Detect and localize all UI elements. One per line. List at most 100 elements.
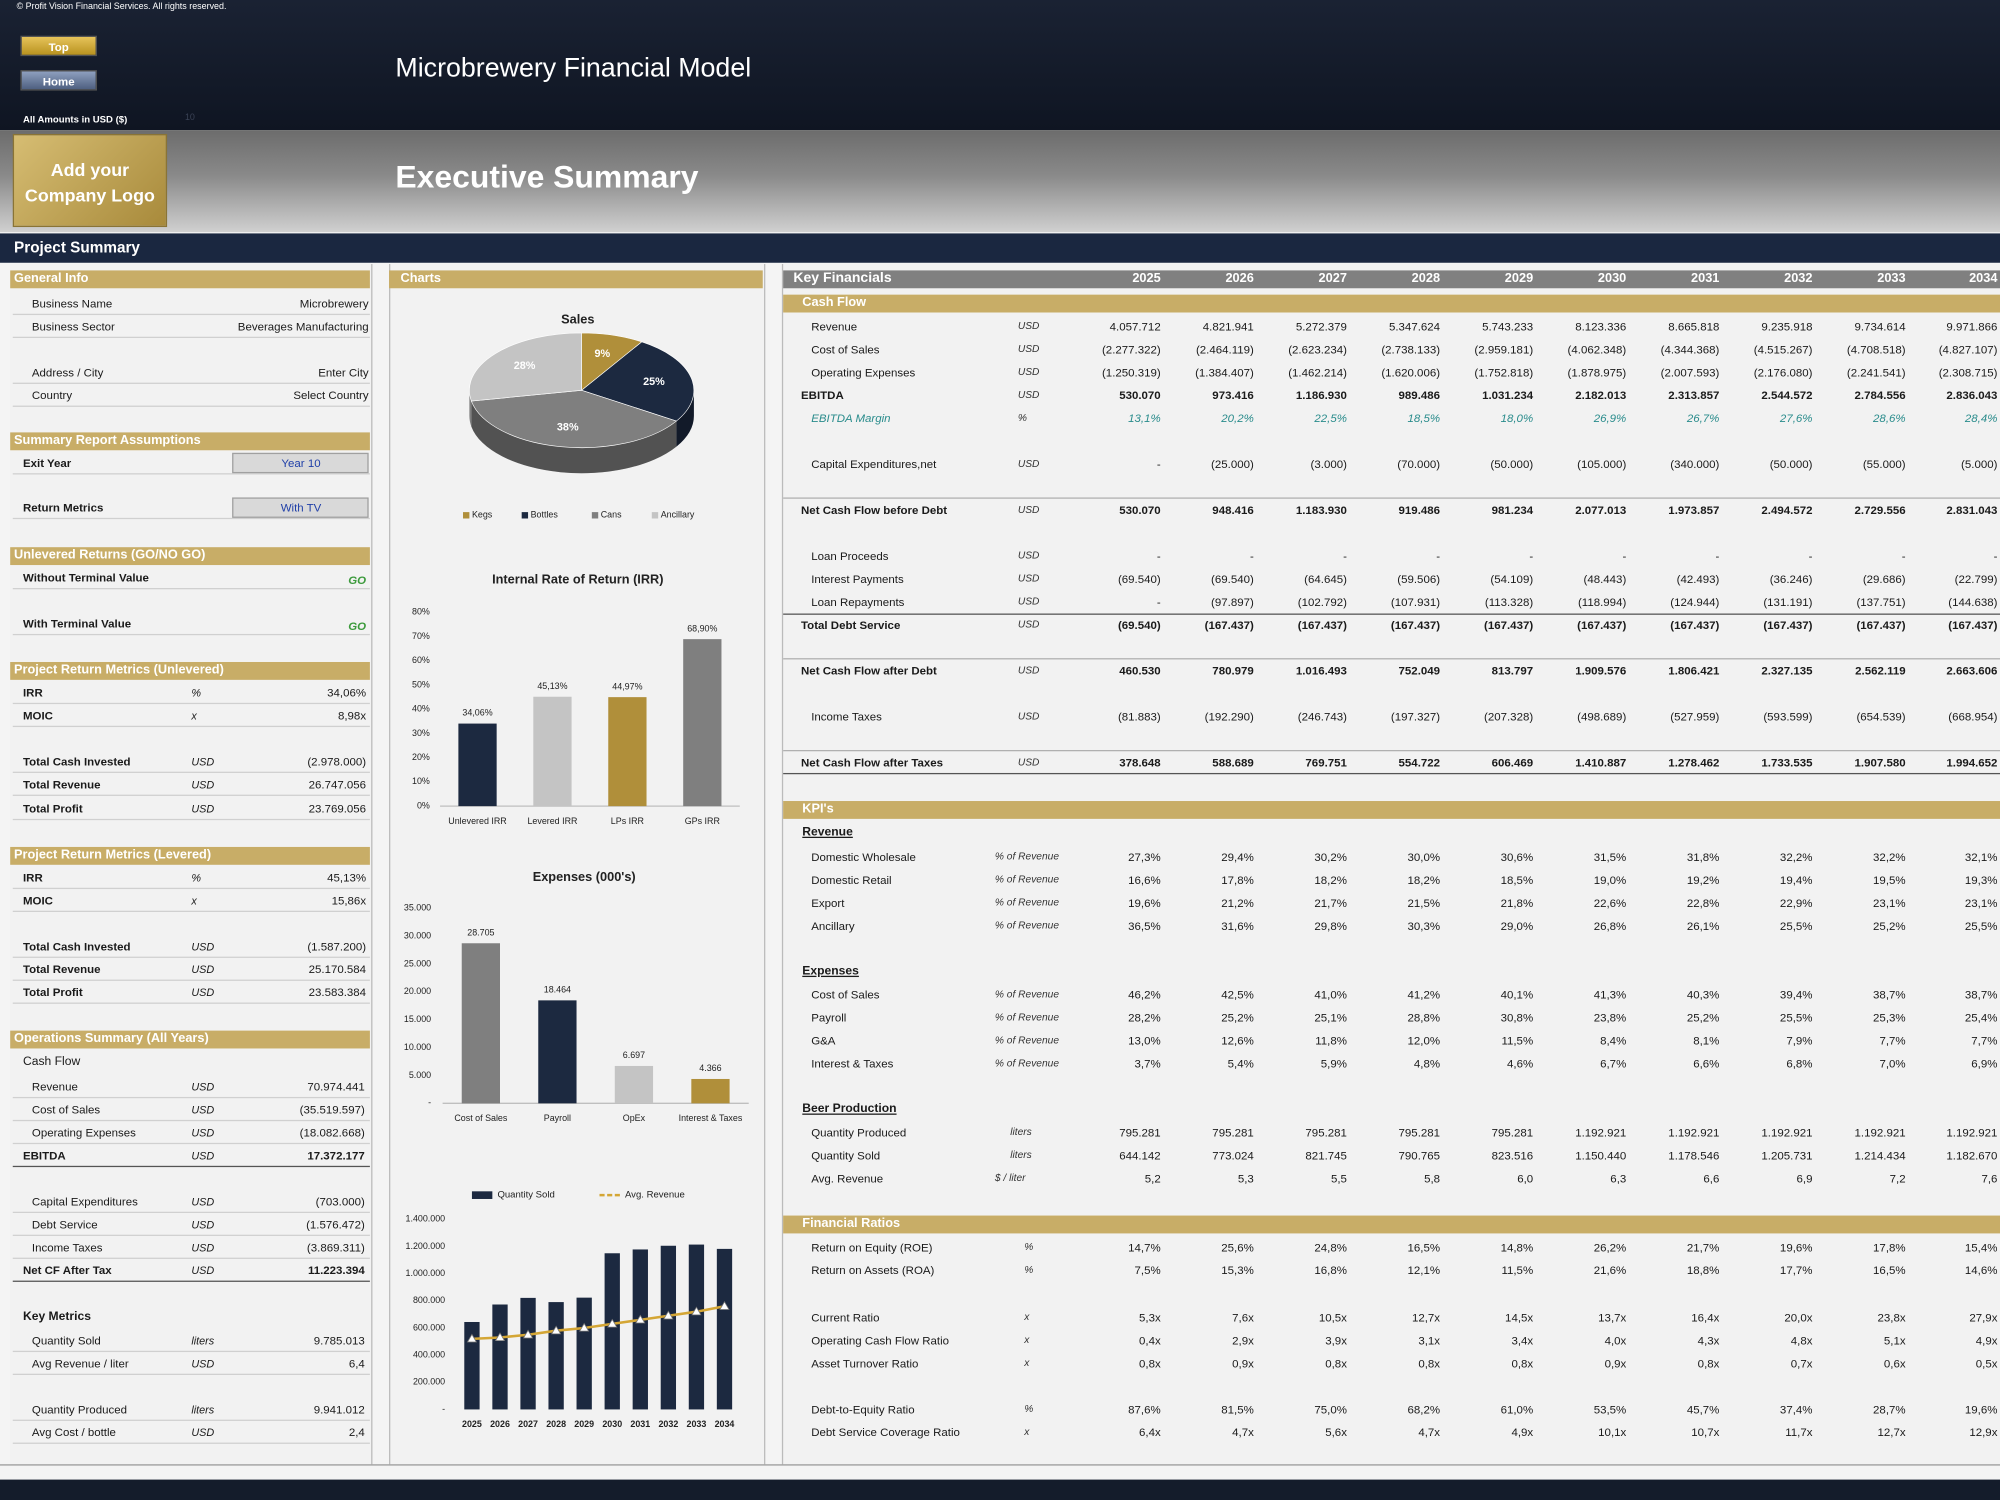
- row-unit: %: [191, 871, 201, 884]
- kf-value: 1.973.857: [1668, 503, 1720, 517]
- kf-unit: % of Revenue: [994, 919, 1060, 932]
- kf-value: (1.878.975): [1567, 366, 1627, 379]
- kf-value: 25,1%: [1314, 1011, 1347, 1025]
- row-unit: x: [191, 709, 197, 722]
- kf-value: 68,2%: [1407, 1403, 1441, 1416]
- kf-value: 7,7%: [1879, 1034, 1906, 1048]
- row-label: Business Sector: [31, 320, 115, 333]
- kf-value: 7,2: [1889, 1172, 1906, 1185]
- kf-label: Export: [811, 896, 845, 910]
- kf-value: 20,2%: [1221, 411, 1254, 425]
- amounts-note: All Amounts in USD ($): [22, 113, 128, 125]
- kf-value: 18,5%: [1500, 873, 1534, 887]
- kf-value: (124.944): [1670, 595, 1720, 609]
- kf-value: (81.883): [1117, 710, 1161, 724]
- logo-box[interactable]: Add your Company Logo: [12, 133, 168, 228]
- kf-value: 2,9x: [1232, 1334, 1254, 1347]
- kf-value: 19,5%: [1873, 873, 1906, 887]
- row-value: GO: [348, 573, 367, 587]
- row-line: [12, 633, 370, 636]
- kf-label: Operating Expenses: [811, 366, 916, 379]
- kf-label: Revenue: [811, 320, 858, 333]
- kf-section-header: KPI's: [802, 802, 834, 817]
- kf-value: 29,4%: [1221, 850, 1254, 864]
- kf-value: 19,2%: [1686, 873, 1720, 887]
- row-line: [12, 771, 370, 773]
- kf-panel: [781, 264, 2000, 1465]
- row-value: Microbrewery: [299, 297, 369, 310]
- row-label: With Terminal Value: [22, 617, 132, 631]
- kf-value: (167.437): [1670, 618, 1720, 632]
- kf-value: (2.308.715): [1938, 366, 1998, 379]
- kf-value: 0,9x: [1604, 1357, 1627, 1370]
- kf-value: 6,9%: [1971, 1057, 1998, 1071]
- kf-value: 26,2%: [1593, 1241, 1627, 1254]
- kf-value: 12,0%: [1407, 1034, 1441, 1048]
- year-header: 2026: [1225, 271, 1254, 286]
- row-unit: USD: [191, 1080, 215, 1094]
- home-button[interactable]: Home: [20, 70, 97, 91]
- kf-value: 10,1x: [1598, 1426, 1627, 1439]
- section-band: [10, 432, 370, 451]
- kf-value: 26,7%: [1686, 411, 1720, 425]
- kf-value: (59.506): [1397, 572, 1441, 586]
- kf-value: 2.494.572: [1761, 503, 1813, 517]
- kf-value: 1.733.535: [1761, 756, 1813, 770]
- kf-value: 5,6x: [1325, 1426, 1347, 1439]
- kf-value: -: [1156, 595, 1161, 609]
- kf-value: (64.645): [1304, 572, 1347, 586]
- row-label: IRR: [22, 871, 43, 884]
- row-label: MOIC: [22, 709, 53, 722]
- separator: [783, 749, 2000, 752]
- group-title: Cash Flow: [22, 1054, 81, 1069]
- kf-value: 989.486: [1398, 389, 1441, 402]
- kf-value: 19,4%: [1779, 873, 1813, 887]
- kf-value: 25,5%: [1779, 919, 1813, 933]
- kf-value: 1.410.887: [1575, 756, 1627, 770]
- kf-value: 30,6%: [1500, 850, 1534, 864]
- kf-label: Loan Repayments: [811, 595, 905, 609]
- kf-value: 18,2%: [1314, 873, 1347, 887]
- kf-value: 1.192.921: [1575, 1126, 1627, 1140]
- kf-value: (167.437): [1297, 618, 1347, 632]
- kf-value: 4,7x: [1418, 1426, 1441, 1439]
- row-line: [12, 818, 370, 821]
- summary-title: Project Summary: [14, 238, 140, 257]
- charts-header: Charts: [400, 271, 441, 286]
- kf-value: 15,4%: [1964, 1241, 1998, 1254]
- kf-value: 0,6x: [1883, 1357, 1906, 1370]
- row-unit: %: [191, 686, 201, 699]
- kf-value: 7,7%: [1971, 1034, 1998, 1048]
- kf-value: 25,4%: [1964, 1011, 1998, 1025]
- kf-value: 31,6%: [1221, 919, 1254, 933]
- kf-value: -: [1249, 549, 1254, 563]
- kf-value: 32,2%: [1779, 850, 1813, 864]
- kf-value: 53,5%: [1593, 1403, 1627, 1416]
- kf-value: 16,4x: [1691, 1311, 1720, 1324]
- kf-value: 27,9x: [1969, 1311, 1998, 1324]
- kf-value: -: [1156, 457, 1161, 471]
- kf-value: 10,5x: [1318, 1311, 1347, 1324]
- kf-value: 795.281: [1119, 1126, 1161, 1140]
- kf-value: 30,2%: [1314, 850, 1347, 864]
- kf-value: 23,1%: [1873, 896, 1906, 910]
- kf-value: 27,6%: [1779, 411, 1813, 425]
- kf-value: 2.831.043: [1946, 503, 1998, 517]
- top-button[interactable]: Top: [20, 35, 97, 57]
- top-bar: [0, 0, 2000, 131]
- kf-value: 5,8: [1424, 1172, 1441, 1185]
- kf-value: 1.909.576: [1575, 664, 1627, 678]
- row-value: 15,86x: [331, 894, 367, 907]
- kf-value: -: [1343, 549, 1347, 563]
- row-label: Cost of Sales: [31, 1103, 101, 1117]
- kf-label: Return on Equity (ROE): [811, 1241, 933, 1254]
- bottom-line: [0, 1464, 2000, 1466]
- row-label: Income Taxes: [31, 1241, 103, 1254]
- row-label: Debt Service: [31, 1218, 98, 1231]
- kf-value: (22.799): [1954, 572, 1998, 586]
- kf-unit: x: [1024, 1334, 1030, 1346]
- model-title: Microbrewery Financial Model: [395, 53, 752, 83]
- kf-value: 0,7x: [1790, 1357, 1813, 1370]
- kf-value: 16,5%: [1407, 1241, 1441, 1254]
- kf-value: 1.031.234: [1482, 389, 1534, 402]
